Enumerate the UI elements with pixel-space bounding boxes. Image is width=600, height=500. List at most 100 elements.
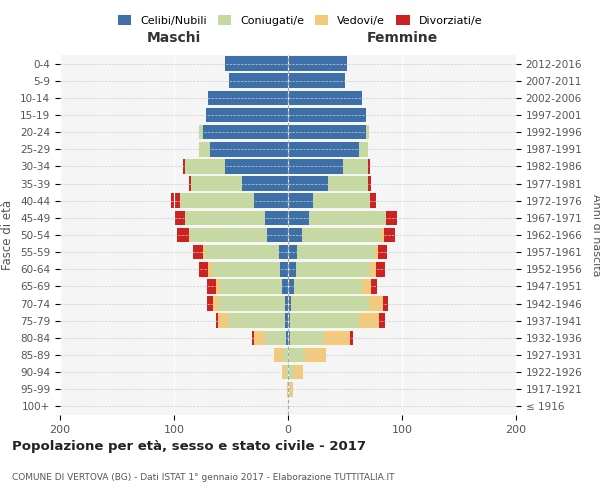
Bar bbox=[229, 74, 288, 88]
Bar bbox=[288, 90, 362, 105]
Bar bbox=[343, 159, 368, 174]
Bar bbox=[174, 210, 185, 225]
Bar bbox=[265, 210, 288, 225]
Bar bbox=[199, 262, 208, 276]
Bar bbox=[302, 228, 382, 242]
Bar bbox=[294, 365, 303, 380]
Bar bbox=[279, 245, 288, 260]
Bar bbox=[288, 228, 302, 242]
Bar bbox=[287, 382, 288, 396]
Text: Femmine: Femmine bbox=[367, 30, 437, 44]
Bar bbox=[218, 296, 284, 311]
Bar bbox=[283, 365, 286, 380]
Bar bbox=[286, 365, 288, 380]
Bar bbox=[371, 279, 377, 293]
Bar bbox=[288, 330, 290, 345]
Bar bbox=[191, 176, 242, 191]
Bar bbox=[283, 279, 288, 293]
Bar bbox=[288, 348, 305, 362]
Bar bbox=[296, 262, 370, 276]
Bar bbox=[350, 330, 353, 345]
Bar bbox=[218, 314, 227, 328]
Bar bbox=[216, 279, 220, 293]
Bar bbox=[185, 159, 226, 174]
Legend: Celibi/Nubili, Coniugati/e, Vedovi/e, Divorziati/e: Celibi/Nubili, Coniugati/e, Vedovi/e, Di… bbox=[113, 10, 487, 30]
Bar bbox=[206, 108, 288, 122]
Bar bbox=[226, 56, 288, 71]
Text: COMUNE DI VERTOVA (BG) - Dati ISTAT 1° gennaio 2017 - Elaborazione TUTTITALIA.IT: COMUNE DI VERTOVA (BG) - Dati ISTAT 1° g… bbox=[12, 473, 395, 482]
Bar bbox=[207, 279, 216, 293]
Bar bbox=[283, 348, 288, 362]
Bar bbox=[288, 56, 347, 71]
Bar bbox=[208, 90, 288, 105]
Bar bbox=[288, 125, 365, 140]
Bar bbox=[305, 348, 326, 362]
Bar bbox=[359, 314, 379, 328]
Bar bbox=[208, 262, 212, 276]
Bar bbox=[254, 194, 288, 208]
Bar bbox=[190, 228, 268, 242]
Bar bbox=[207, 296, 213, 311]
Bar bbox=[216, 314, 218, 328]
Bar bbox=[288, 382, 290, 396]
Bar bbox=[359, 142, 368, 156]
Bar bbox=[288, 279, 294, 293]
Bar bbox=[290, 330, 325, 345]
Bar bbox=[365, 125, 369, 140]
Bar bbox=[226, 159, 288, 174]
Y-axis label: Anni di nascita: Anni di nascita bbox=[591, 194, 600, 276]
Bar bbox=[213, 296, 218, 311]
Bar bbox=[288, 399, 289, 413]
Bar bbox=[297, 245, 374, 260]
Bar bbox=[189, 228, 190, 242]
Bar bbox=[288, 108, 365, 122]
Bar bbox=[374, 245, 378, 260]
Bar bbox=[189, 176, 191, 191]
Bar bbox=[362, 279, 371, 293]
Bar bbox=[288, 176, 328, 191]
Bar bbox=[294, 279, 362, 293]
Bar bbox=[368, 176, 371, 191]
Bar bbox=[227, 314, 284, 328]
Bar bbox=[290, 314, 359, 328]
Bar bbox=[180, 194, 254, 208]
Bar bbox=[369, 296, 383, 311]
Bar bbox=[288, 142, 359, 156]
Bar bbox=[288, 245, 297, 260]
Bar bbox=[203, 125, 288, 140]
Text: Maschi: Maschi bbox=[147, 30, 201, 44]
Bar bbox=[288, 365, 294, 380]
Bar bbox=[325, 330, 350, 345]
Bar bbox=[274, 348, 283, 362]
Bar bbox=[268, 228, 288, 242]
Bar bbox=[378, 245, 387, 260]
Bar bbox=[384, 228, 395, 242]
Bar bbox=[288, 296, 292, 311]
Bar bbox=[220, 279, 283, 293]
Bar bbox=[280, 262, 288, 276]
Bar bbox=[288, 210, 308, 225]
Bar bbox=[368, 159, 370, 174]
Bar bbox=[386, 210, 397, 225]
Bar bbox=[254, 330, 265, 345]
Bar bbox=[379, 314, 385, 328]
Bar bbox=[382, 228, 384, 242]
Text: Popolazione per età, sesso e stato civile - 2017: Popolazione per età, sesso e stato civil… bbox=[12, 440, 366, 453]
Bar bbox=[383, 296, 388, 311]
Bar bbox=[288, 159, 343, 174]
Bar bbox=[178, 228, 189, 242]
Bar bbox=[265, 330, 286, 345]
Bar bbox=[193, 245, 203, 260]
Bar bbox=[288, 262, 296, 276]
Bar bbox=[288, 194, 313, 208]
Bar bbox=[242, 176, 288, 191]
Bar bbox=[170, 194, 180, 208]
Bar bbox=[185, 210, 265, 225]
Bar bbox=[292, 296, 369, 311]
Bar bbox=[370, 262, 376, 276]
Bar bbox=[286, 330, 288, 345]
Bar bbox=[313, 194, 370, 208]
Bar bbox=[376, 262, 385, 276]
Bar bbox=[199, 142, 211, 156]
Bar bbox=[288, 314, 290, 328]
